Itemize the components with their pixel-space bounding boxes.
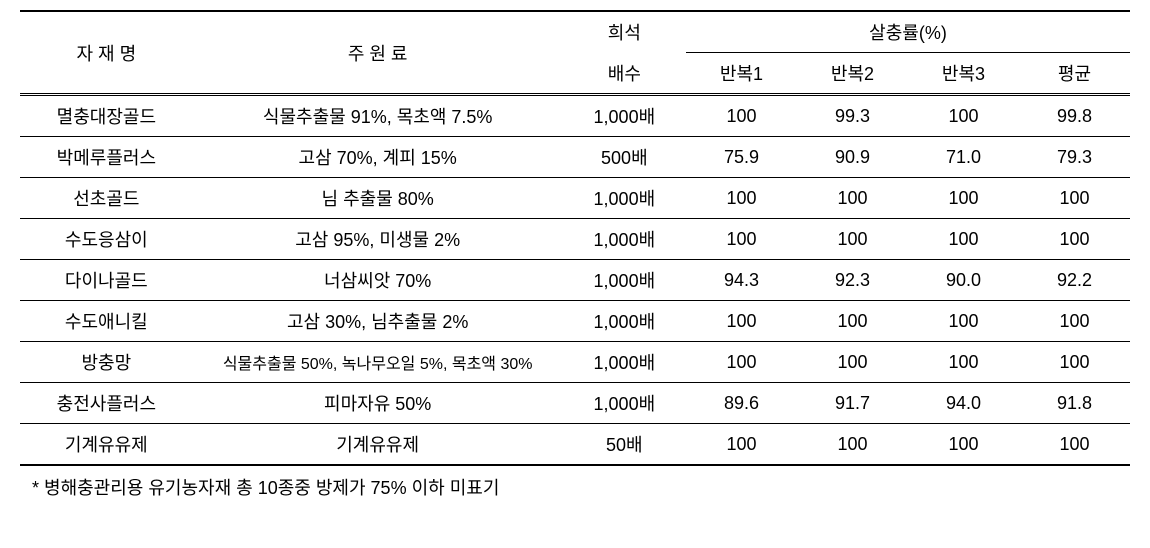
cell-dilution: 50배 xyxy=(563,424,686,466)
cell-dilution: 1,000배 xyxy=(563,219,686,260)
cell-rep2: 100 xyxy=(797,342,908,383)
header-rep1: 반복1 xyxy=(686,53,797,95)
cell-name: 수도응삼이 xyxy=(20,219,193,260)
table-row: 다이나골드너삼씨앗 70%1,000배94.392.390.092.2 xyxy=(20,260,1130,301)
header-dilution-bottom: 배수 xyxy=(563,53,686,95)
cell-ingredient: 너삼씨앗 70% xyxy=(193,260,563,301)
cell-rep2: 100 xyxy=(797,301,908,342)
table-row: 방충망식물추출물 50%, 녹나무오일 5%, 목초액 30%1,000배100… xyxy=(20,342,1130,383)
cell-dilution: 1,000배 xyxy=(563,301,686,342)
table-row: 멸충대장골드식물추출물 91%, 목초액 7.5%1,000배10099.310… xyxy=(20,95,1130,137)
cell-name: 충전사플러스 xyxy=(20,383,193,424)
cell-ingredient: 님 추출물 80% xyxy=(193,178,563,219)
table-row: 기계유유제기계유유제50배100100100100 xyxy=(20,424,1130,466)
cell-dilution: 1,000배 xyxy=(563,383,686,424)
cell-rep2: 92.3 xyxy=(797,260,908,301)
cell-name: 방충망 xyxy=(20,342,193,383)
cell-dilution: 1,000배 xyxy=(563,342,686,383)
cell-rep1: 100 xyxy=(686,219,797,260)
cell-rep3: 100 xyxy=(908,301,1019,342)
table-row: 박메루플러스고삼 70%, 계피 15%500배75.990.971.079.3 xyxy=(20,137,1130,178)
cell-avg: 100 xyxy=(1019,219,1130,260)
cell-rep3: 71.0 xyxy=(908,137,1019,178)
table-row: 수도애니킬고삼 30%, 님추출물 2%1,000배100100100100 xyxy=(20,301,1130,342)
cell-rep2: 100 xyxy=(797,219,908,260)
cell-rep2: 91.7 xyxy=(797,383,908,424)
cell-rep3: 90.0 xyxy=(908,260,1019,301)
header-rep2: 반복2 xyxy=(797,53,908,95)
cell-rep3: 100 xyxy=(908,424,1019,466)
cell-avg: 99.8 xyxy=(1019,95,1130,137)
cell-avg: 100 xyxy=(1019,301,1130,342)
table-body: 멸충대장골드식물추출물 91%, 목초액 7.5%1,000배10099.310… xyxy=(20,95,1130,466)
cell-dilution: 1,000배 xyxy=(563,260,686,301)
header-rep3: 반복3 xyxy=(908,53,1019,95)
table-row: 충전사플러스피마자유 50%1,000배89.691.794.091.8 xyxy=(20,383,1130,424)
table-row: 수도응삼이고삼 95%, 미생물 2%1,000배100100100100 xyxy=(20,219,1130,260)
header-rate-group: 살충률(%) xyxy=(686,11,1130,53)
header-name: 자 재 명 xyxy=(20,11,193,95)
cell-dilution: 500배 xyxy=(563,137,686,178)
cell-avg: 100 xyxy=(1019,342,1130,383)
cell-ingredient: 고삼 70%, 계피 15% xyxy=(193,137,563,178)
cell-rep2: 100 xyxy=(797,178,908,219)
cell-rep1: 100 xyxy=(686,95,797,137)
header-ingredient: 주 원 료 xyxy=(193,11,563,95)
header-avg: 평균 xyxy=(1019,53,1130,95)
cell-rep1: 100 xyxy=(686,342,797,383)
cell-ingredient: 피마자유 50% xyxy=(193,383,563,424)
cell-ingredient: 고삼 95%, 미생물 2% xyxy=(193,219,563,260)
cell-name: 멸충대장골드 xyxy=(20,95,193,137)
cell-ingredient: 식물추출물 50%, 녹나무오일 5%, 목초액 30% xyxy=(193,342,563,383)
cell-rep3: 100 xyxy=(908,95,1019,137)
cell-name: 선초골드 xyxy=(20,178,193,219)
cell-rep1: 75.9 xyxy=(686,137,797,178)
cell-rep3: 94.0 xyxy=(908,383,1019,424)
cell-rep1: 89.6 xyxy=(686,383,797,424)
cell-name: 박메루플러스 xyxy=(20,137,193,178)
cell-ingredient: 기계유유제 xyxy=(193,424,563,466)
cell-rep2: 99.3 xyxy=(797,95,908,137)
cell-rep1: 94.3 xyxy=(686,260,797,301)
cell-dilution: 1,000배 xyxy=(563,178,686,219)
cell-rep3: 100 xyxy=(908,219,1019,260)
cell-avg: 92.2 xyxy=(1019,260,1130,301)
cell-name: 수도애니킬 xyxy=(20,301,193,342)
cell-avg: 91.8 xyxy=(1019,383,1130,424)
cell-dilution: 1,000배 xyxy=(563,95,686,137)
cell-rep1: 100 xyxy=(686,178,797,219)
cell-rep3: 100 xyxy=(908,178,1019,219)
cell-avg: 100 xyxy=(1019,424,1130,466)
footnote: * 병해충관리용 유기농자재 총 10종중 방제가 75% 이하 미표기 xyxy=(20,466,1130,500)
cell-rep2: 100 xyxy=(797,424,908,466)
cell-rep3: 100 xyxy=(908,342,1019,383)
cell-name: 기계유유제 xyxy=(20,424,193,466)
cell-avg: 100 xyxy=(1019,178,1130,219)
table-row: 선초골드님 추출물 80%1,000배100100100100 xyxy=(20,178,1130,219)
cell-rep1: 100 xyxy=(686,424,797,466)
cell-rep2: 90.9 xyxy=(797,137,908,178)
cell-ingredient: 고삼 30%, 님추출물 2% xyxy=(193,301,563,342)
cell-name: 다이나골드 xyxy=(20,260,193,301)
cell-rep1: 100 xyxy=(686,301,797,342)
header-dilution-top: 희석 xyxy=(563,11,686,53)
cell-ingredient: 식물추출물 91%, 목초액 7.5% xyxy=(193,95,563,137)
cell-avg: 79.3 xyxy=(1019,137,1130,178)
pesticide-table: 자 재 명 주 원 료 희석 살충률(%) 배수 반복1 반복2 반복3 평균 … xyxy=(20,10,1130,466)
